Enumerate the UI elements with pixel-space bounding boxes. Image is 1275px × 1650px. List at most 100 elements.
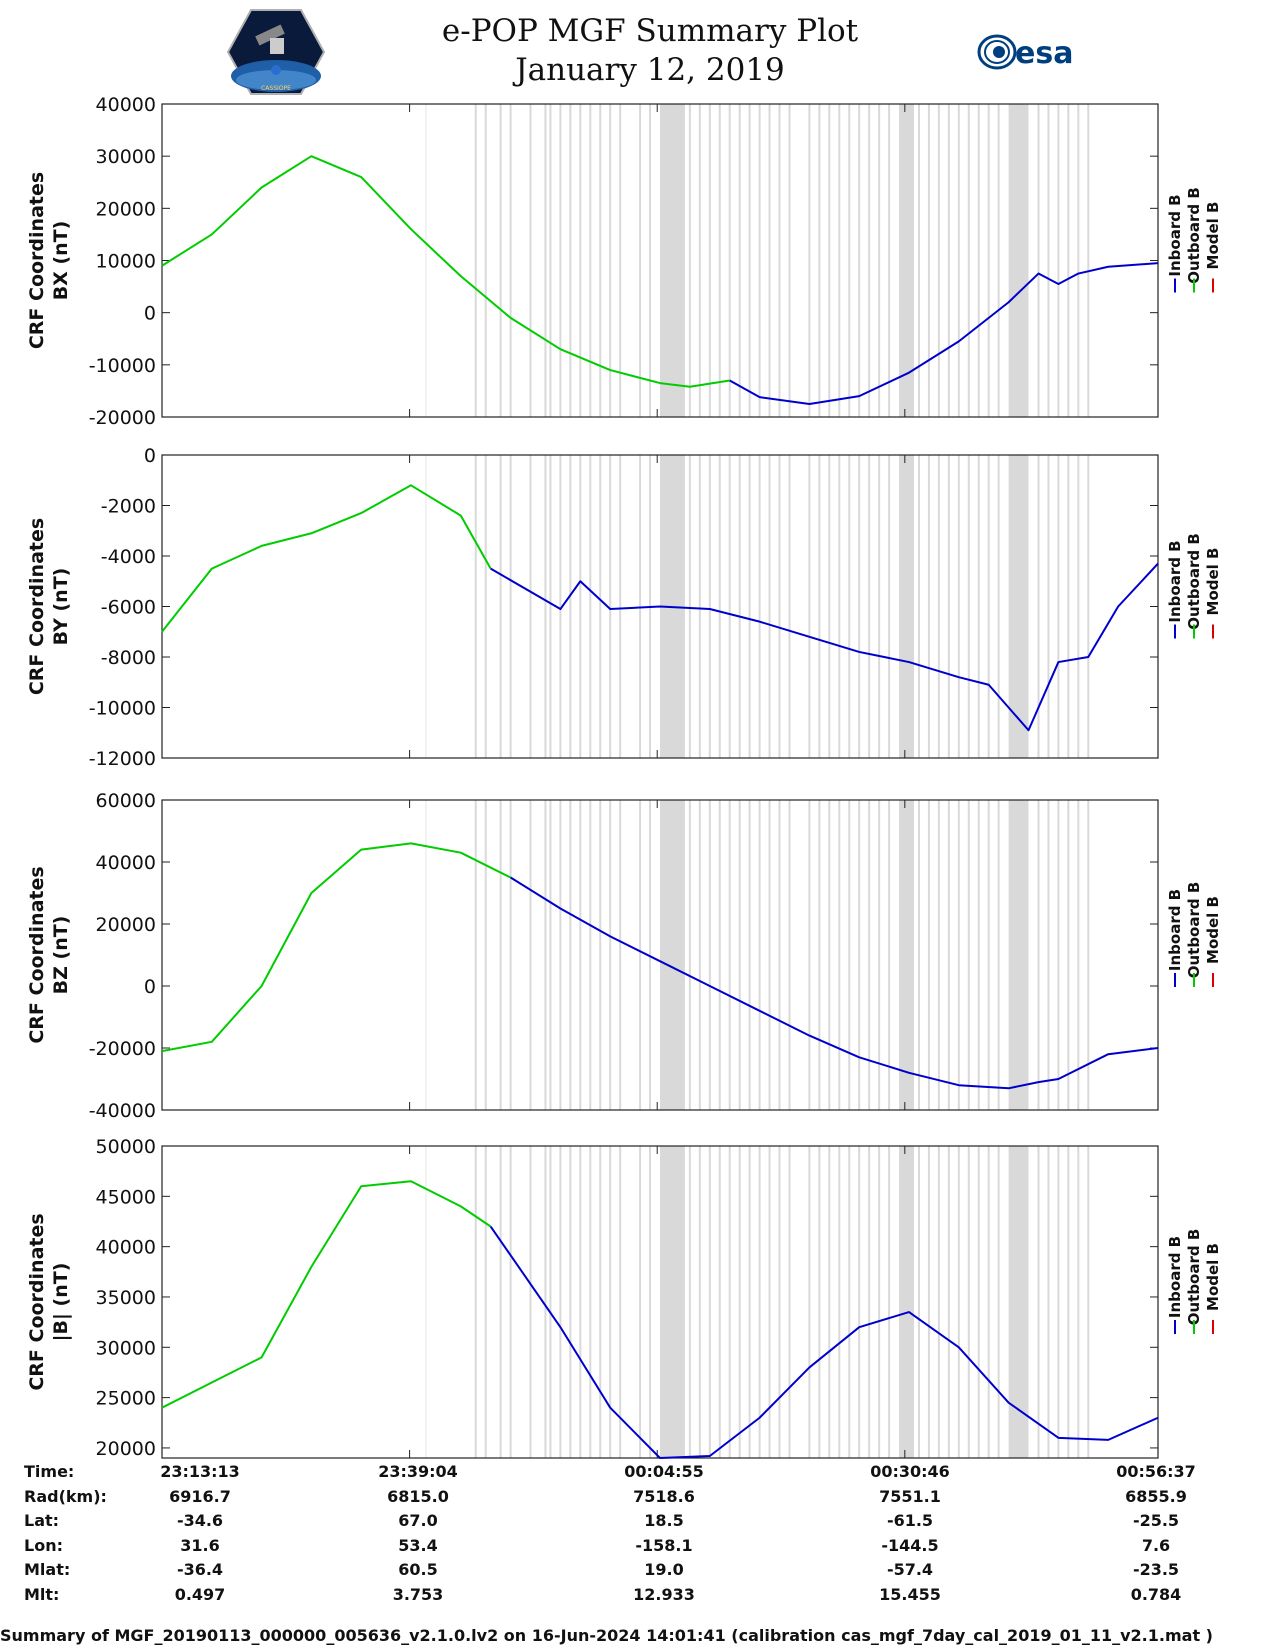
info-cell: 00:56:37 — [1116, 1462, 1196, 1481]
info-row: Time: 23:13:13 23:39:04 00:04:55 00:30:46 00:… — [0, 1462, 1275, 1486]
info-cell: 3.753 — [392, 1584, 444, 1604]
gap-band — [660, 104, 685, 417]
gap-band — [1008, 800, 1029, 1110]
legend-label: Inboard B — [1166, 194, 1184, 276]
y-tick-label: 35000 — [96, 1287, 156, 1309]
series-inboard-b — [729, 262, 1159, 405]
info-row-label: Rad(km): — [24, 1486, 107, 1506]
cassiope-logo: CASSIOPE — [226, 9, 326, 95]
legend-label: Model B — [1204, 202, 1222, 270]
series-outboard-b — [161, 484, 492, 633]
y-tick-label: 20000 — [96, 198, 156, 220]
info-cell: 23:39:04 — [378, 1462, 458, 1481]
info-cell: 18.5 — [644, 1511, 684, 1530]
y-tick-label: -10000 — [89, 355, 156, 377]
esa-swirl-icon — [977, 34, 1017, 70]
legend-label: Inboard B — [1166, 1236, 1184, 1318]
info-cell: 19.0 — [644, 1560, 684, 1579]
info-cell: 31.6 — [180, 1535, 220, 1555]
info-cell: 7551.1 — [879, 1486, 941, 1506]
info-row: Lon: 31.6 53.4 -158.1 -144.5 7.6 — [0, 1536, 1275, 1560]
info-cell: 12.933 — [633, 1584, 695, 1604]
y-tick-label: 60000 — [96, 790, 156, 812]
y-tick-label: -20000 — [89, 1038, 156, 1060]
esa-logo-text: esa — [1015, 36, 1073, 71]
panel-frame — [161, 799, 1159, 1111]
info-row-label: Time: — [24, 1462, 75, 1481]
info-cell: -23.5 — [1132, 1560, 1180, 1579]
info-cell: 7.6 — [1141, 1535, 1171, 1555]
gap-band — [899, 1146, 914, 1458]
series-inboard-b — [490, 562, 1159, 732]
y-tick-label: -12000 — [89, 748, 156, 770]
info-row: Rad(km): 6916.7 6815.0 7518.6 7551.1 6855.9 — [0, 1487, 1275, 1511]
y-tick-label: -10000 — [89, 698, 156, 720]
y-tick-label: -6000 — [101, 597, 156, 619]
info-cell: 6855.9 — [1125, 1486, 1187, 1506]
info-cell: 53.4 — [398, 1535, 438, 1555]
gap-band — [1008, 104, 1029, 417]
title-line-1: e-POP MGF Summary Plot — [441, 13, 859, 49]
panel-4: 50000 45000 40000 35000 30000 25000 20000 CRF C… — [26, 1136, 1222, 1460]
info-cell: 60.5 — [398, 1560, 438, 1579]
gap-band — [899, 800, 914, 1110]
y-tick-label: 20000 — [96, 1438, 156, 1460]
y-tick-label: 45000 — [96, 1186, 156, 1208]
info-row: Mlat: -36.4 60.5 19.0 -57.4 -23.5 — [0, 1560, 1275, 1584]
y-axis-label-line2: BX (nT) — [50, 221, 72, 301]
y-tick-label: 30000 — [96, 146, 156, 168]
gap-band — [899, 104, 914, 417]
legend-label: Outboard B — [1185, 187, 1203, 284]
y-tick-label: -20000 — [89, 407, 156, 429]
y-axis-label-line2: BZ (nT) — [50, 916, 72, 995]
legend-label: Outboard B — [1185, 1229, 1203, 1326]
info-row-label: Lat: — [24, 1511, 60, 1530]
y-axis-label: CRF Coordinates BY (nT) — [26, 518, 72, 695]
legend-label: Model B — [1204, 1243, 1222, 1311]
info-cell: 67.0 — [398, 1511, 438, 1530]
series-outboard-b — [161, 1180, 492, 1409]
series-outboard-b — [161, 842, 512, 1053]
gap-band — [1008, 1146, 1029, 1458]
y-axis-label: CRF Coordinates |B| (nT) — [26, 1213, 72, 1390]
info-cell: -158.1 — [635, 1535, 693, 1555]
info-cell: 00:04:55 — [624, 1462, 704, 1481]
info-cell: 6916.7 — [169, 1486, 231, 1506]
info-cell: -36.4 — [176, 1560, 224, 1579]
y-axis-label: CRF Coordinates BX (nT) — [26, 172, 72, 349]
orbit-info-table: Time: 23:13:13 23:39:04 00:04:55 00:30:46 00:… — [0, 1462, 1275, 1622]
y-axis-label-line2: |B| (nT) — [50, 1263, 72, 1342]
gap-band — [1008, 455, 1029, 758]
series-outboard-b — [161, 155, 730, 388]
info-cell: -57.4 — [886, 1560, 934, 1579]
y-axis-label-line2: BY (nT) — [50, 568, 72, 646]
legend: Inboard B Outboard B Model B — [1166, 882, 1222, 987]
y-tick-label: -8000 — [101, 647, 156, 669]
plot-title: e-POP MGF Summary Plot January 12, 2019 — [400, 12, 900, 90]
info-cell: 23:13:13 — [160, 1462, 240, 1481]
info-cell: 0.497 — [174, 1584, 226, 1604]
legend-label: Model B — [1204, 548, 1222, 616]
y-tick-label: -2000 — [101, 496, 156, 518]
series-inboard-b — [489, 1225, 1159, 1459]
legend-label: Inboard B — [1166, 889, 1184, 971]
panel-2: 0 -2000 -4000 -6000 -8000 -10000 -12000 CRF Coo… — [26, 445, 1222, 770]
y-axis-label: CRF Coordinates BZ (nT) — [26, 866, 72, 1043]
info-cell: 6815.0 — [387, 1486, 449, 1506]
info-cell: -144.5 — [881, 1535, 939, 1555]
y-tick-label: -4000 — [101, 546, 156, 568]
info-cell: 0.784 — [1130, 1584, 1182, 1604]
footer-summary: Summary of MGF_20190113_000000_005636_v2… — [0, 1626, 1213, 1645]
cassiope-logo-text: CASSIOPE — [261, 85, 291, 92]
info-row-label: Lon: — [24, 1535, 63, 1555]
y-tick-label: 25000 — [96, 1388, 156, 1410]
y-tick-label: 40000 — [96, 94, 156, 116]
y-axis-label-line1: CRF Coordinates — [26, 518, 48, 695]
gap-band — [660, 1146, 685, 1458]
info-cell: -34.6 — [176, 1511, 224, 1530]
y-axis-label-line1: CRF Coordinates — [26, 866, 48, 1043]
info-row: Mlt: 0.497 3.753 12.933 15.455 0.784 — [0, 1585, 1275, 1609]
legend: Inboard B Outboard B Model B — [1166, 533, 1222, 639]
panel-3: 60000 40000 20000 0 -20000 -40000 CRF Coordina… — [26, 790, 1222, 1122]
